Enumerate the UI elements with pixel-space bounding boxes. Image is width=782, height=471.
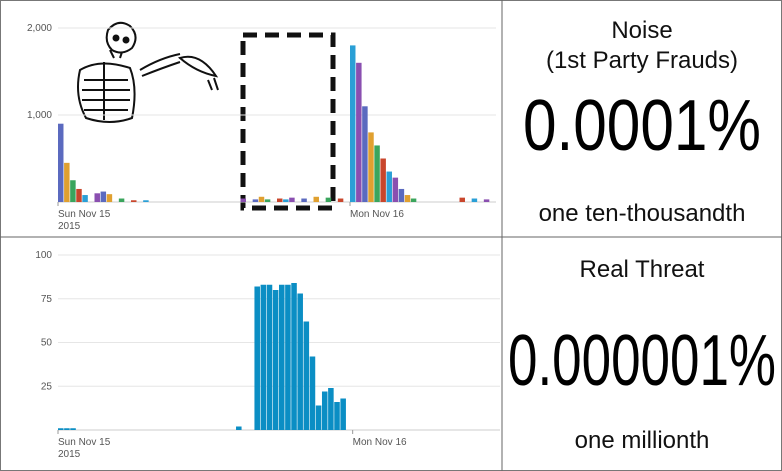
big-percentage: 0.0001% <box>523 86 761 166</box>
x-tick-label: Sun Nov 15 <box>58 437 111 448</box>
bar <box>64 428 70 430</box>
bar <box>95 193 100 202</box>
bar <box>374 145 379 202</box>
bar <box>322 392 328 431</box>
bar <box>338 199 343 202</box>
bar <box>484 199 489 202</box>
bar <box>310 357 316 431</box>
bar <box>285 285 291 430</box>
bar <box>277 199 282 202</box>
bar <box>107 194 112 202</box>
bar <box>328 388 334 430</box>
x-tick-label: Sun Nov 15 <box>58 209 111 220</box>
bar <box>297 294 303 431</box>
bar <box>289 198 294 202</box>
bar <box>316 406 322 431</box>
bar <box>101 192 106 202</box>
bar <box>143 200 148 202</box>
bar <box>368 132 373 202</box>
bar <box>236 427 242 431</box>
bar <box>387 172 392 202</box>
bar <box>405 195 410 202</box>
bar <box>460 198 465 202</box>
panel-title: Noise <box>611 17 672 44</box>
bar <box>261 285 267 430</box>
bar <box>472 199 477 202</box>
bar <box>291 283 297 430</box>
bar <box>241 199 246 202</box>
bar <box>273 290 279 430</box>
bar <box>334 402 340 430</box>
bar <box>314 197 319 202</box>
bar <box>76 189 81 202</box>
bar <box>301 199 306 202</box>
y-tick-label: 2,000 <box>27 23 52 34</box>
bar <box>326 198 331 202</box>
bar <box>119 199 124 202</box>
bar <box>267 285 273 430</box>
bar <box>265 199 270 202</box>
screen: 1,000 2,000 Sun Nov 15 Mon Nov 16 2015 25 50 75… <box>0 0 782 471</box>
y-tick-label: 75 <box>41 294 53 305</box>
bar <box>279 285 285 430</box>
y-tick-label: 50 <box>41 338 53 349</box>
bar <box>362 106 367 202</box>
bar <box>64 163 69 202</box>
bar <box>253 199 258 202</box>
bar <box>304 322 310 431</box>
panel-title: Real Threat <box>580 256 705 283</box>
x-tick-label: Mon Nov 16 <box>350 209 404 220</box>
x-year-label: 2015 <box>58 221 81 232</box>
bar <box>380 159 385 203</box>
bar <box>58 124 63 202</box>
bar <box>70 180 75 202</box>
bar <box>393 178 398 202</box>
y-tick-label: 25 <box>41 381 53 392</box>
bar <box>340 399 346 431</box>
bar <box>350 45 355 202</box>
x-year-label: 2015 <box>58 449 81 460</box>
panel-title: (1st Party Frauds) <box>546 47 738 74</box>
bar <box>399 189 404 202</box>
bar <box>254 287 260 431</box>
bar <box>58 428 64 430</box>
y-tick-label: 1,000 <box>27 110 52 121</box>
bar <box>82 195 87 202</box>
y-tick-label: 100 <box>35 250 52 261</box>
bar <box>356 63 361 202</box>
x-tick-label: Mon Nov 16 <box>353 437 407 448</box>
bar <box>259 197 264 202</box>
caption: one millionth <box>575 427 710 454</box>
big-percentage: 0.000001% <box>508 321 776 401</box>
caption: one ten-thousandth <box>539 200 746 227</box>
bar <box>70 428 76 430</box>
bar <box>283 199 288 202</box>
bar <box>411 199 416 202</box>
bar <box>131 200 136 202</box>
